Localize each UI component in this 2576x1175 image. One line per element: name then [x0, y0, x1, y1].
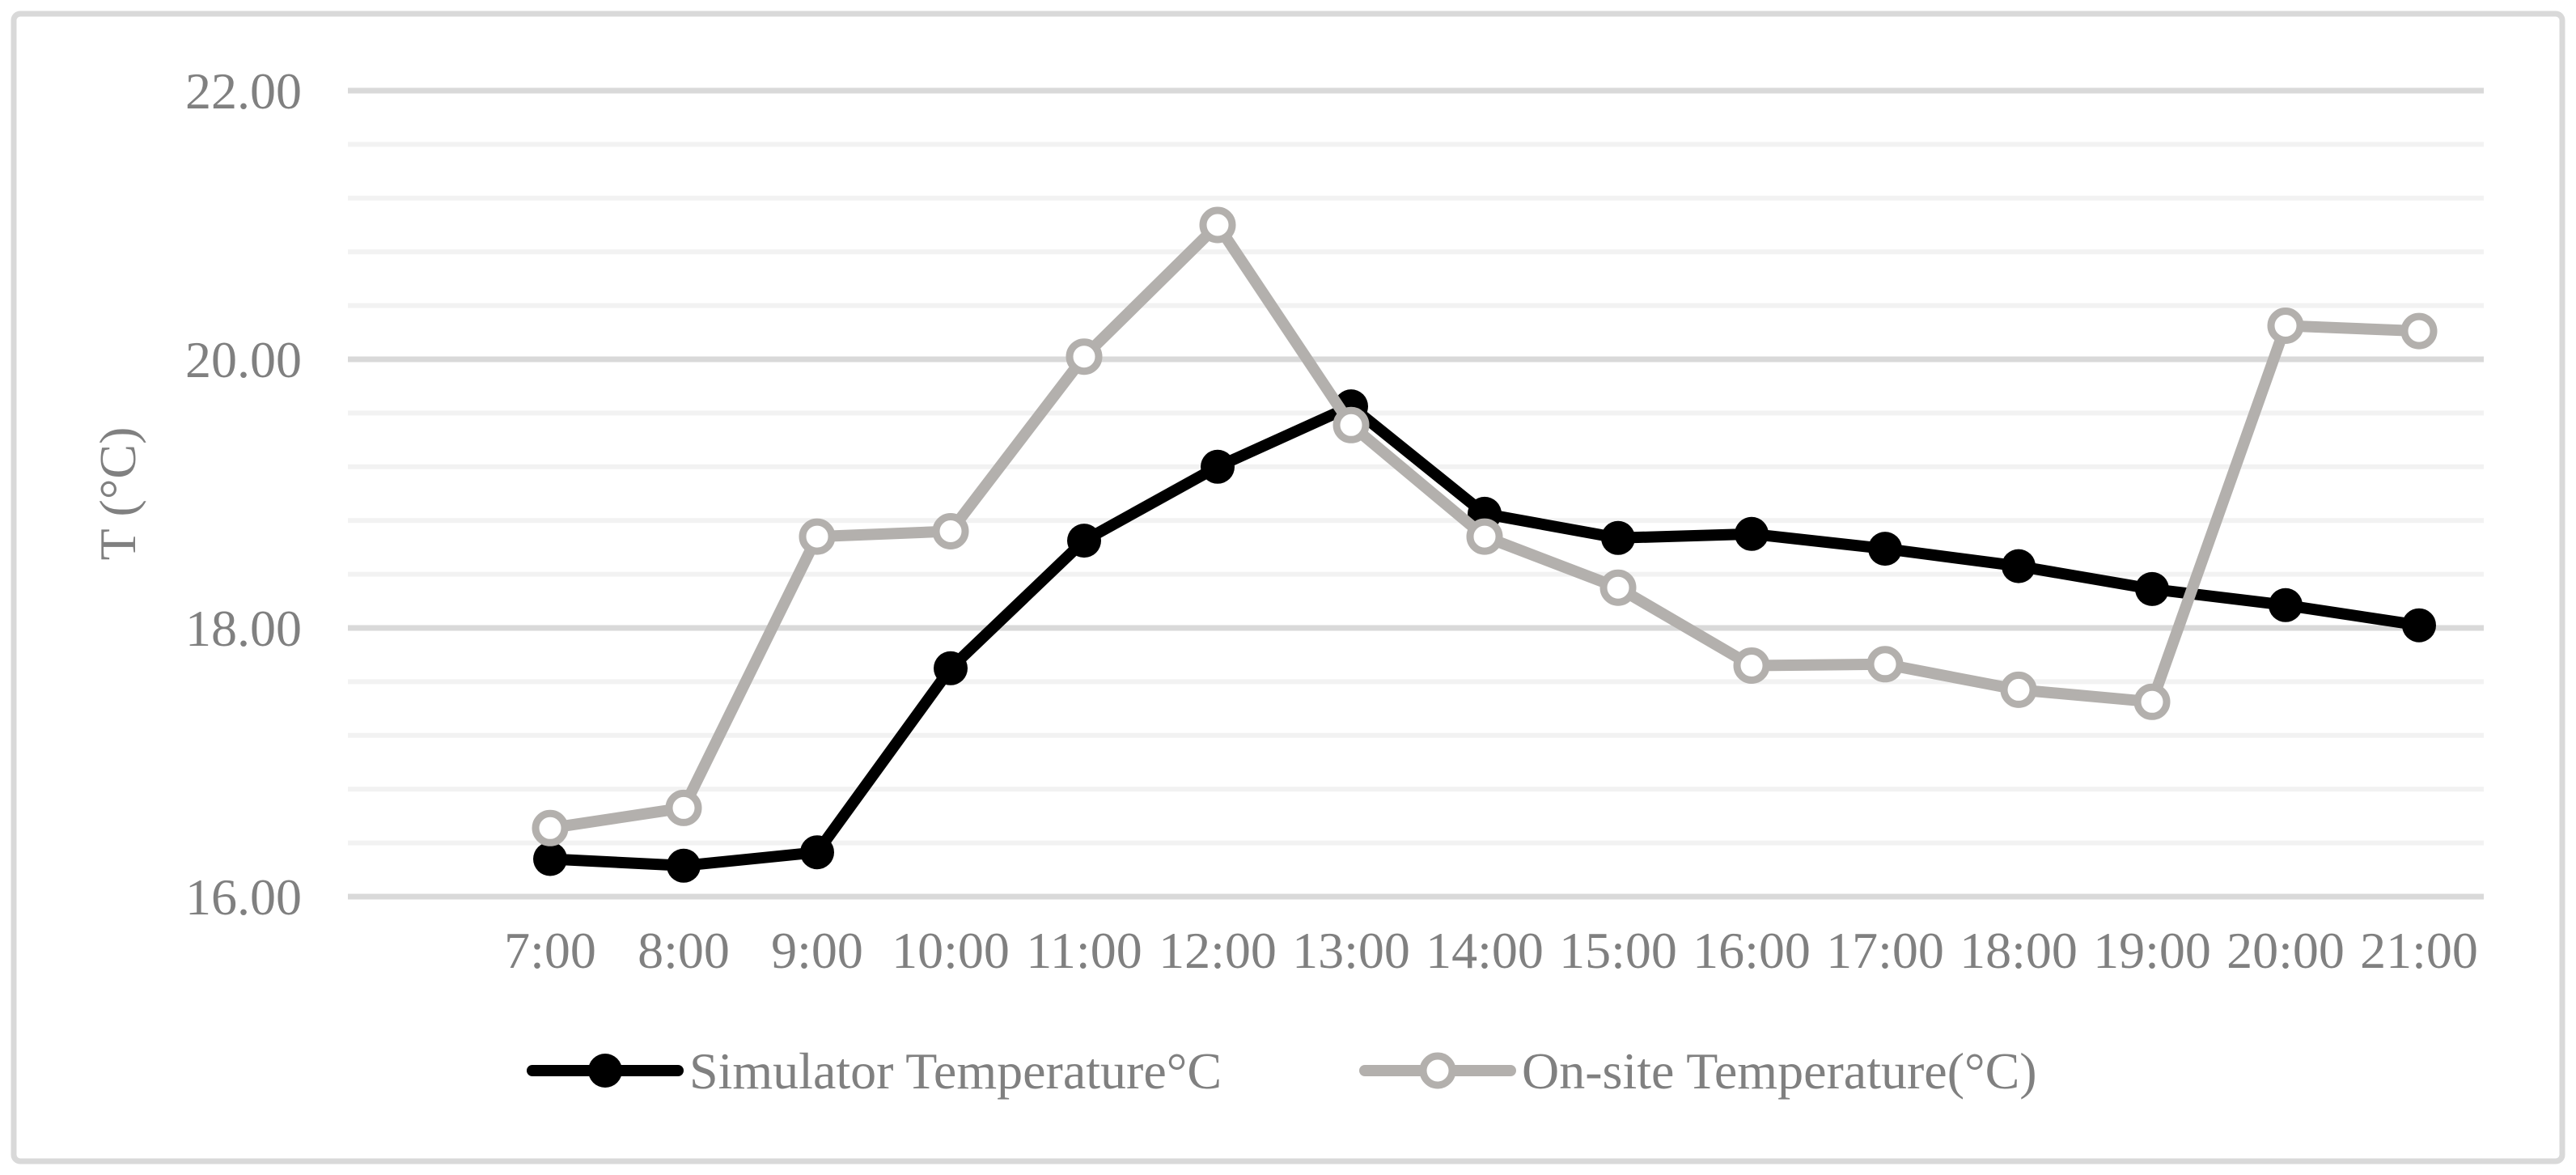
x-tick-label-11:00: 11:00: [1026, 922, 1142, 979]
figure-border: [11, 11, 2565, 1164]
x-tick-label-13:00: 13:00: [1292, 922, 1410, 979]
data-point-on-site-11:00: [1066, 338, 1103, 375]
x-tick-label-15:00: 15:00: [1559, 922, 1677, 979]
data-point-simulator-19:00: [2135, 571, 2169, 606]
series-plot: [532, 206, 2438, 883]
data-point-on-site-10:00: [932, 513, 969, 549]
data-point-simulator-20:00: [2269, 588, 2303, 622]
y-tick-label-16.00: 16.00: [185, 868, 302, 926]
x-tick-label-7:00: 7:00: [504, 922, 596, 979]
data-point-simulator-21:00: [2402, 608, 2436, 643]
data-point-on-site-13:00: [1332, 406, 1370, 443]
data-point-on-site-18:00: [2000, 671, 2037, 708]
x-tick-label-20:00: 20:00: [2226, 922, 2345, 979]
data-point-simulator-17:00: [1868, 532, 1902, 566]
legend-item-on-site: On-site Temperature(°C): [1359, 1042, 2037, 1100]
series-line-simulator: [544, 401, 2425, 872]
data-point-on-site-7:00: [532, 809, 569, 846]
x-tick-label-19:00: 19:00: [2093, 922, 2211, 979]
legend: Simulator Temperature°C On-site Temperatu…: [527, 1042, 2037, 1100]
data-point-simulator-9:00: [800, 835, 834, 870]
x-tick-label-8:00: 8:00: [638, 922, 730, 979]
data-point-simulator-10:00: [934, 651, 968, 685]
x-tick-label-14:00: 14:00: [1426, 922, 1544, 979]
data-point-on-site-8:00: [665, 789, 702, 826]
data-point-on-site-21:00: [2400, 312, 2438, 350]
y-tick-label-18.00: 18.00: [185, 600, 302, 657]
data-point-simulator-12:00: [1201, 449, 1235, 484]
x-tick-label-21:00: 21:00: [2360, 922, 2478, 979]
x-axis-tick-labels: 7:00 8:00 9:00 10:00 11:00 12:00 13:00 14:00 15:…: [504, 922, 2478, 979]
legend-label: On-site Temperature(°C): [1522, 1042, 2037, 1100]
data-point-on-site-9:00: [799, 518, 836, 555]
x-tick-label-16:00: 16:00: [1693, 922, 1811, 979]
x-tick-label-18:00: 18:00: [1960, 922, 2078, 979]
data-point-on-site-14:00: [1466, 518, 1503, 555]
data-point-simulator-18:00: [2002, 549, 2036, 583]
data-point-on-site-16:00: [1733, 647, 1770, 684]
x-tick-label-10:00: 10:00: [892, 922, 1010, 979]
y-axis-tick-labels: 22.00 20.00 18.00 16.00: [185, 62, 302, 926]
data-point-simulator-16:00: [1735, 516, 1769, 551]
data-point-simulator-8:00: [667, 848, 701, 883]
data-point-on-site-20:00: [2267, 308, 2304, 344]
data-point-on-site-19:00: [2133, 683, 2171, 720]
legend-item-simulator: Simulator Temperature°C: [527, 1042, 1222, 1100]
y-tick-label-20.00: 20.00: [185, 331, 302, 388]
x-tick-label-9:00: 9:00: [771, 922, 863, 979]
data-point-on-site-17:00: [1866, 646, 1904, 683]
x-tick-label-12:00: 12:00: [1159, 922, 1277, 979]
data-point-on-site-12:00: [1199, 206, 1236, 244]
y-tick-label-22.00: 22.00: [185, 62, 302, 120]
legend-label: Simulator Temperature°C: [689, 1042, 1222, 1100]
gridlines: [348, 87, 2484, 900]
legend-open-circle-icon: [1419, 1052, 1456, 1089]
data-point-simulator-7:00: [533, 842, 567, 876]
data-point-on-site-15:00: [1599, 569, 1637, 606]
x-tick-label-17:00: 17:00: [1826, 922, 1944, 979]
y-axis-title: T (°C): [89, 427, 146, 561]
legend-filled-circle-icon: [588, 1054, 622, 1088]
data-point-simulator-11:00: [1067, 524, 1101, 558]
data-point-simulator-15:00: [1601, 520, 1635, 555]
